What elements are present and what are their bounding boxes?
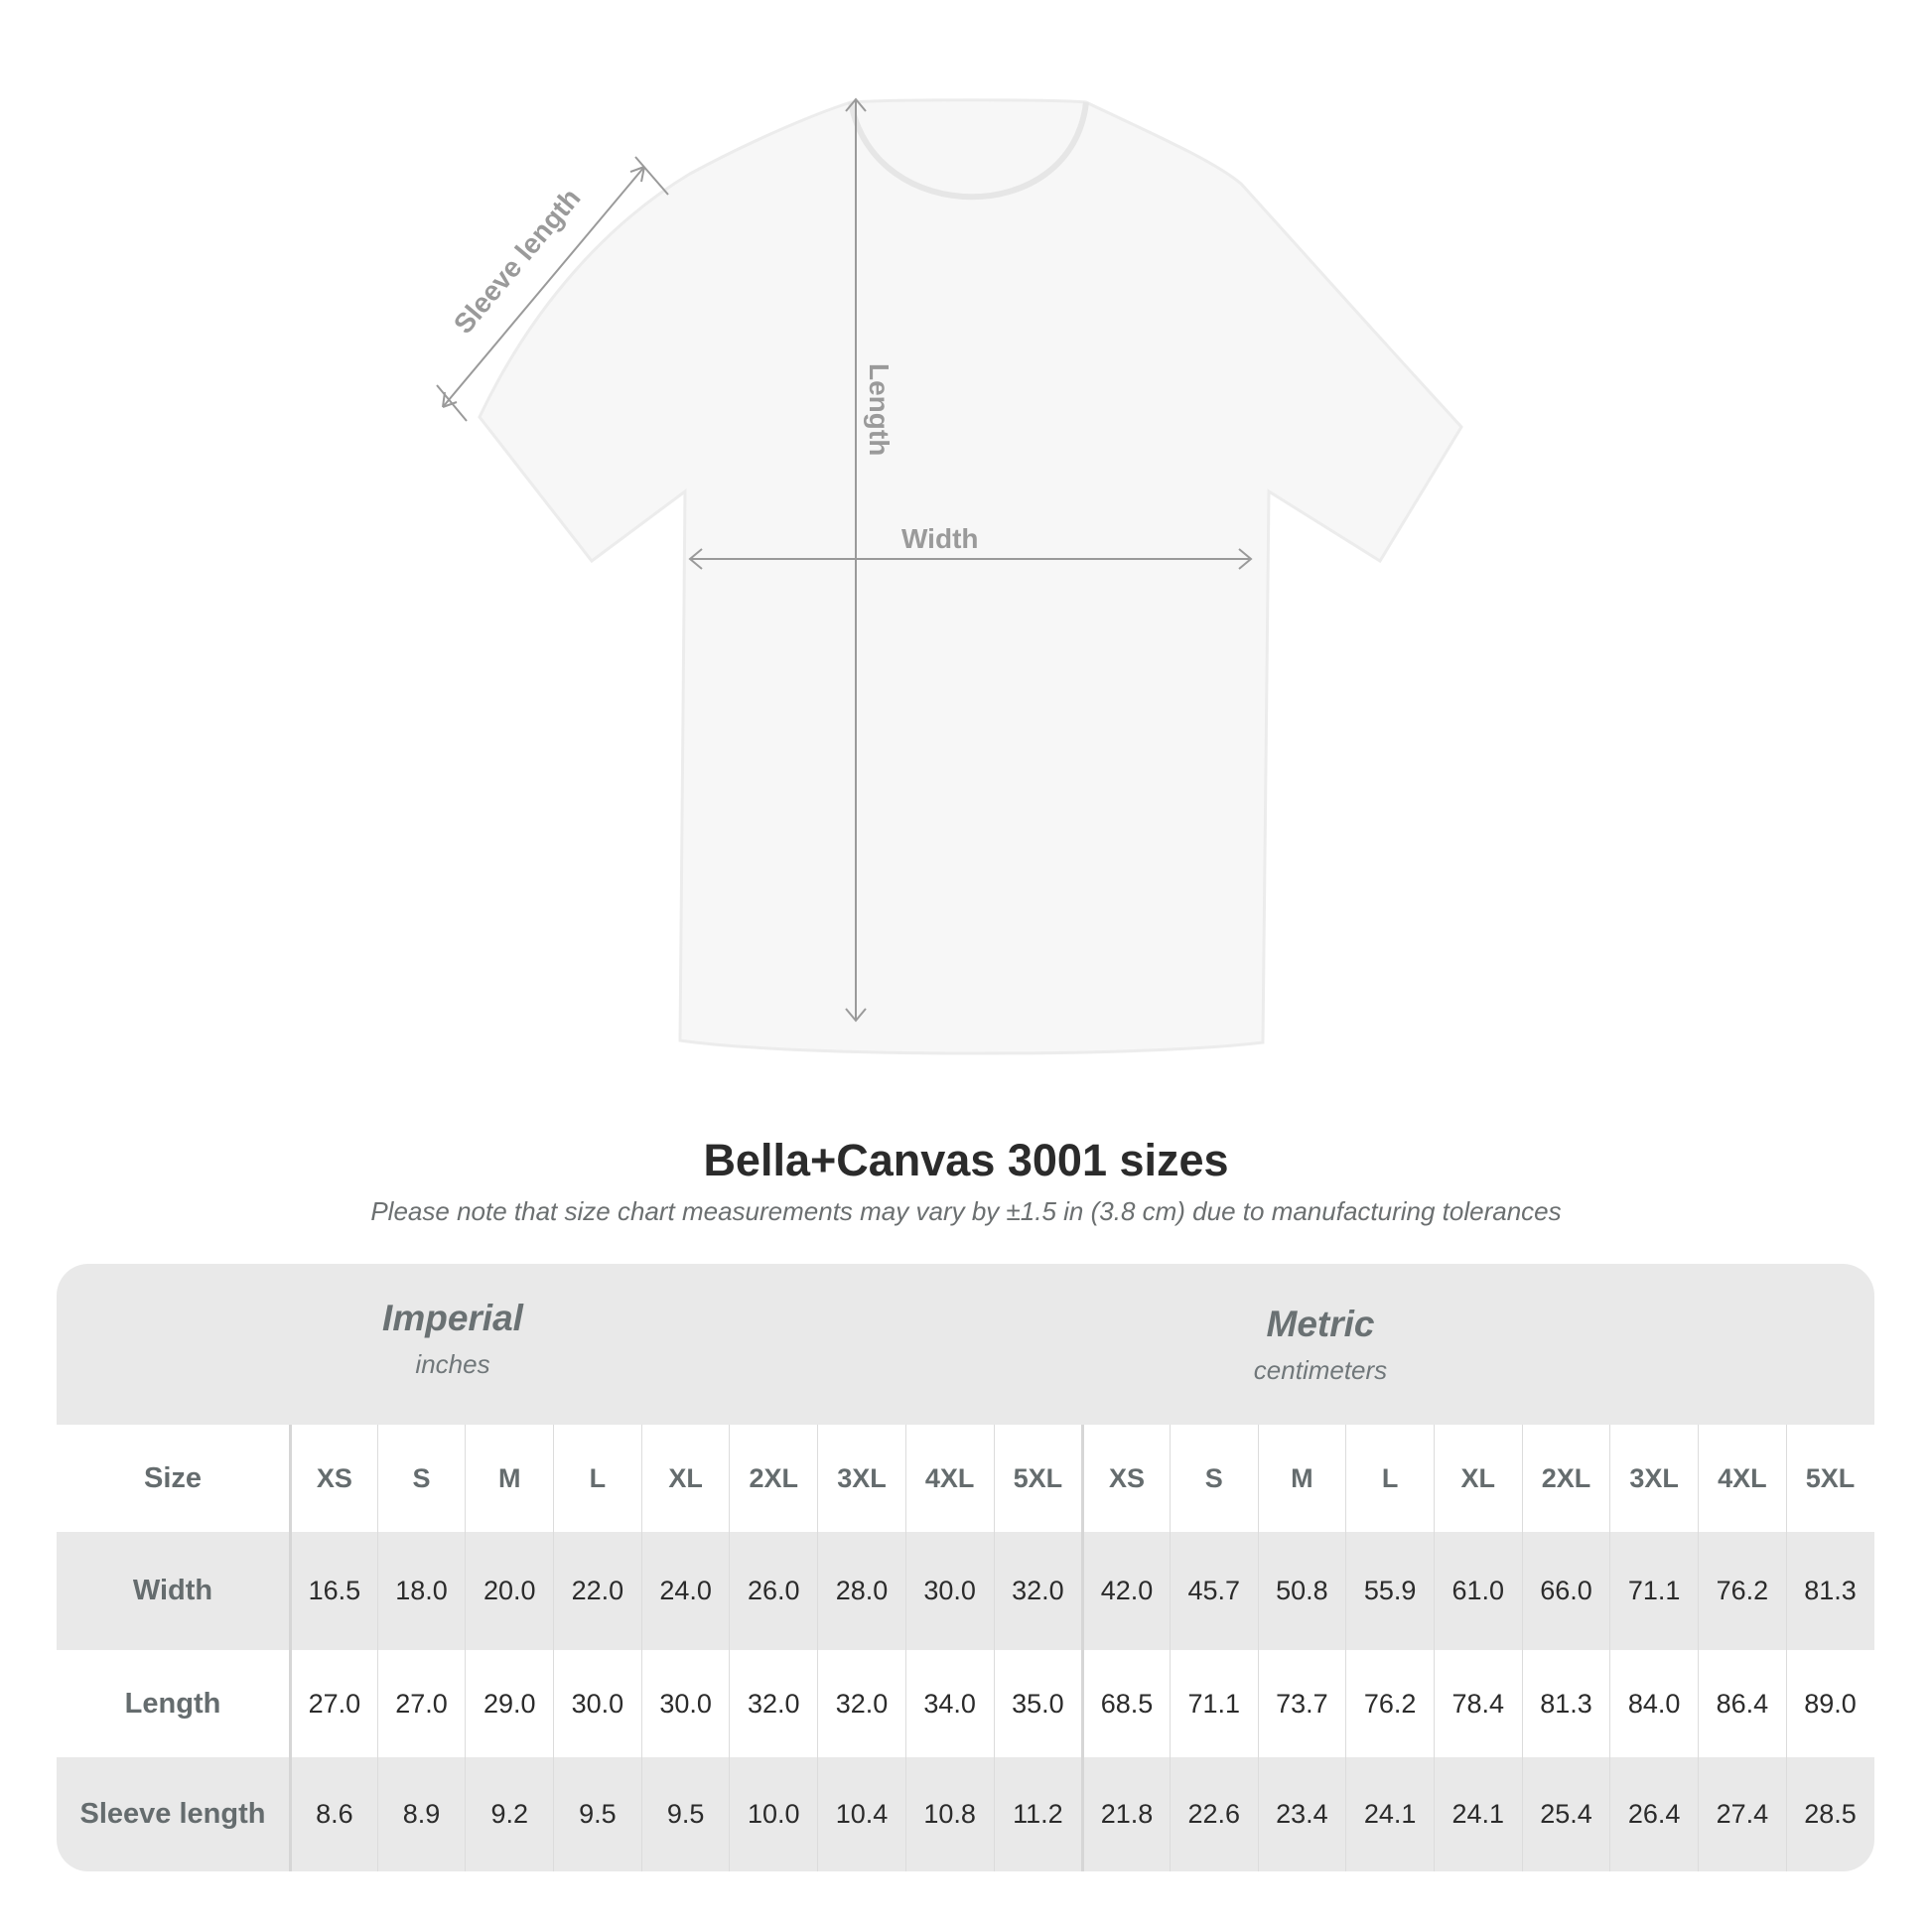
table-row: Sleeve length 8.6 8.9 9.2 9.5 9.5 10.0 10.4 10.8…	[57, 1757, 1874, 1871]
value-cell: 22.6	[1169, 1757, 1258, 1871]
metric-unit: centimeters	[1253, 1355, 1388, 1385]
table-row: Length 27.0 27.0 29.0 30.0 30.0 32.0 32.0 34.0 35…	[57, 1650, 1874, 1757]
value-cell: 11.2	[993, 1757, 1082, 1871]
value-cell: 26.4	[1609, 1757, 1698, 1871]
value-cell: 18.0	[376, 1532, 466, 1650]
value-cell: 20.0	[465, 1532, 553, 1650]
value-cell: 21.8	[1081, 1757, 1170, 1871]
value-cell: 42.0	[1081, 1532, 1170, 1650]
value-cell: 32.0	[817, 1650, 905, 1757]
table-header: Imperial inches Metric centimeters	[57, 1264, 1874, 1425]
row-label: Length	[124, 1687, 221, 1720]
size-header-cell: 2XL	[729, 1425, 817, 1532]
size-header-cell: S	[1169, 1425, 1258, 1532]
row-label: Sleeve length	[79, 1798, 266, 1830]
value-cell: 9.5	[640, 1757, 730, 1871]
value-cell: 71.1	[1609, 1532, 1698, 1650]
size-header-cell: M	[1257, 1425, 1346, 1532]
size-header-cell: XS	[289, 1425, 377, 1532]
value-cell: 84.0	[1609, 1650, 1698, 1757]
value-cell: 28.0	[817, 1532, 905, 1650]
value-cell: 81.3	[1785, 1532, 1874, 1650]
value-cell: 26.0	[729, 1532, 817, 1650]
value-cell: 50.8	[1257, 1532, 1346, 1650]
value-cell: 81.3	[1521, 1650, 1610, 1757]
size-header-cell: L	[553, 1425, 641, 1532]
value-cell: 9.2	[465, 1757, 553, 1871]
page-title: Bella+Canvas 3001 sizes	[703, 1135, 1229, 1185]
value-cell: 8.6	[289, 1757, 377, 1871]
size-header-cell: 5XL	[1785, 1425, 1874, 1532]
value-cell: 30.0	[553, 1650, 641, 1757]
value-cell: 78.4	[1433, 1650, 1522, 1757]
value-cell: 32.0	[729, 1650, 817, 1757]
size-header-cell: L	[1345, 1425, 1434, 1532]
value-cell: 66.0	[1521, 1532, 1610, 1650]
value-cell: 71.1	[1169, 1650, 1258, 1757]
value-cell: 32.0	[993, 1532, 1082, 1650]
value-cell: 45.7	[1169, 1532, 1258, 1650]
tolerance-note: Please note that size chart measurements…	[370, 1196, 1562, 1226]
imperial-title: Imperial	[382, 1298, 523, 1338]
value-cell: 9.5	[553, 1757, 641, 1871]
value-cell: 29.0	[465, 1650, 553, 1757]
value-cell: 22.0	[553, 1532, 641, 1650]
value-cell: 25.4	[1521, 1757, 1610, 1871]
metric-header: Metric centimeters	[1122, 1304, 1519, 1386]
value-cell: 86.4	[1698, 1650, 1786, 1757]
value-cell: 10.0	[729, 1757, 817, 1871]
value-cell: 68.5	[1081, 1650, 1170, 1757]
imperial-header: Imperial inches	[254, 1298, 651, 1380]
value-cell: 30.0	[904, 1532, 994, 1650]
row-label: Size	[143, 1461, 203, 1494]
value-cell: 30.0	[640, 1650, 730, 1757]
metric-title: Metric	[1266, 1304, 1375, 1344]
value-cell: 10.4	[817, 1757, 905, 1871]
size-header-cell: XS	[1081, 1425, 1170, 1532]
size-header-cell: S	[376, 1425, 466, 1532]
value-cell: 34.0	[904, 1650, 994, 1757]
size-header-cell: 4XL	[1698, 1425, 1786, 1532]
value-cell: 24.0	[640, 1532, 730, 1650]
value-cell: 55.9	[1345, 1532, 1434, 1650]
value-cell: 16.5	[289, 1532, 377, 1650]
value-cell: 8.9	[376, 1757, 466, 1871]
size-header-cell: 3XL	[817, 1425, 905, 1532]
value-cell: 89.0	[1785, 1650, 1874, 1757]
value-cell: 10.8	[904, 1757, 994, 1871]
sleeve-line	[442, 166, 645, 408]
value-cell: 76.2	[1698, 1532, 1786, 1650]
value-cell: 61.0	[1433, 1532, 1522, 1650]
imperial-unit: inches	[415, 1349, 490, 1379]
value-cell: 23.4	[1257, 1757, 1346, 1871]
size-header-cell: XL	[640, 1425, 730, 1532]
size-header-cell: M	[465, 1425, 553, 1532]
value-cell: 24.1	[1345, 1757, 1434, 1871]
value-cell: 27.0	[289, 1650, 377, 1757]
value-cell: 35.0	[993, 1650, 1082, 1757]
size-header-cell: XL	[1433, 1425, 1522, 1532]
value-cell: 24.1	[1433, 1757, 1522, 1871]
size-table: Imperial inches Metric centimeters Size …	[57, 1264, 1874, 1871]
size-row: Size XS S M L XL 2XL 3XL 4XL 5XL XS S M L XL 2XL 3XL 4XL…	[57, 1425, 1874, 1532]
value-cell: 28.5	[1785, 1757, 1874, 1871]
t-shirt-diagram: Sleeve length Length Width	[436, 97, 1463, 1055]
value-cell: 27.0	[376, 1650, 466, 1757]
table-row: Width 16.5 18.0 20.0 22.0 24.0 26.0 28.0 30.0 32.…	[57, 1532, 1874, 1650]
value-cell: 27.4	[1698, 1757, 1786, 1871]
value-cell: 76.2	[1345, 1650, 1434, 1757]
size-header-cell: 5XL	[993, 1425, 1082, 1532]
width-label: Width	[901, 523, 979, 554]
t-shirt-image	[478, 98, 1463, 1055]
size-header-cell: 2XL	[1521, 1425, 1610, 1532]
size-header-cell: 3XL	[1609, 1425, 1698, 1532]
size-header-cell: 4XL	[904, 1425, 994, 1532]
value-cell: 73.7	[1257, 1650, 1346, 1757]
length-label: Length	[864, 363, 895, 456]
row-label: Width	[132, 1575, 213, 1606]
